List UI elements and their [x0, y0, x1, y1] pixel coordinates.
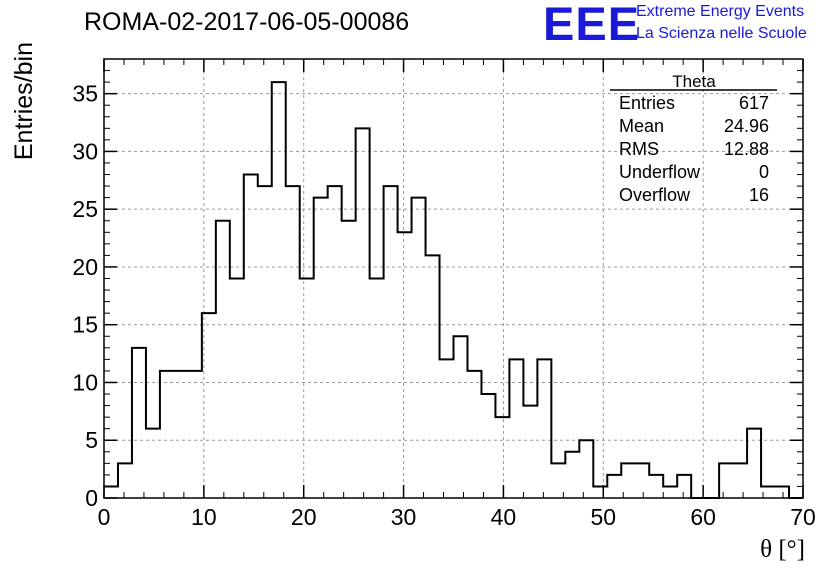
stats-label-underflow: Underflow [619, 162, 701, 182]
histogram-bin [202, 313, 216, 498]
histogram-bin [677, 475, 691, 498]
histogram-bin [733, 463, 747, 498]
histogram-bin [412, 198, 426, 498]
histogram-bin [300, 279, 314, 499]
x-tick-label: 50 [590, 504, 616, 530]
histogram-bin [509, 359, 523, 498]
histogram-bin [328, 186, 342, 498]
y-tick-label: 35 [72, 81, 98, 107]
y-tick-label: 30 [72, 138, 98, 164]
stats-value-overflow: 16 [748, 185, 769, 205]
histogram-bin [258, 186, 272, 498]
x-tick-label: 10 [191, 504, 217, 530]
histogram-bin [523, 406, 537, 498]
stats-value-underflow: 0 [758, 162, 769, 182]
histogram-bin [174, 371, 188, 498]
histogram-bin [467, 371, 481, 498]
histogram-bin [454, 336, 468, 498]
stats-value-mean: 24.96 [723, 116, 769, 136]
y-tick-label: 5 [85, 427, 98, 453]
histogram-bin [188, 371, 202, 498]
stats-label-mean: Mean [619, 116, 665, 136]
histogram-bin [118, 463, 132, 498]
histogram-bin [593, 486, 607, 498]
x-axis-label: θ [°] [760, 536, 805, 563]
histogram-bin [160, 371, 174, 498]
histogram-bin [775, 486, 789, 498]
histogram-bin [495, 417, 509, 498]
histogram-bin [104, 486, 118, 498]
histogram-bin [398, 232, 412, 498]
x-tick-label: 60 [690, 504, 716, 530]
eee-logo: EEE [543, 0, 641, 50]
histogram-bin [216, 221, 230, 498]
histogram-bin [244, 175, 258, 498]
histogram-bin [272, 82, 286, 498]
histogram-bin [370, 279, 384, 499]
histogram-bin [146, 429, 160, 498]
x-tick-label: 30 [391, 504, 417, 530]
histogram-bin [747, 429, 761, 498]
y-tick-label: 25 [72, 196, 98, 222]
histogram-bin [342, 221, 356, 498]
stats-value-rms: 12.88 [723, 139, 769, 159]
histogram-bin [286, 186, 300, 498]
histogram-bin [663, 486, 677, 498]
stats-label-rms: RMS [619, 139, 659, 159]
stats-title: Theta [672, 72, 716, 91]
histogram-bin [426, 255, 440, 498]
histogram-bin [537, 359, 551, 498]
histogram-bin [607, 475, 621, 498]
stats-label-entries: Entries [619, 93, 676, 113]
run-title: ROMA-02-2017-06-05-00086 [84, 8, 410, 36]
histogram-bin [230, 279, 244, 499]
tick-labels: 0 10 20 30 40 50 60 70 0 5 10 15 20 25 30 35 [72, 81, 815, 530]
histogram-bin [635, 463, 649, 498]
stats-value-entries: 617 [738, 93, 769, 113]
histogram-bin [384, 186, 398, 498]
y-axis-label: Entries/bin [10, 42, 38, 160]
x-tick-label: 0 [98, 504, 111, 530]
histogram-bin [314, 198, 328, 498]
histogram-bin [579, 440, 593, 498]
grid-lines [104, 59, 803, 498]
histogram-bin [565, 452, 579, 498]
logo-tagline-2: La Scienza nelle Scuole [636, 25, 807, 42]
histogram-bin [440, 359, 454, 498]
axis-ticks [103, 58, 804, 499]
histogram-bin [649, 475, 663, 498]
x-tick-label: 70 [790, 504, 816, 530]
histogram-bin [356, 128, 370, 498]
histogram-bin [481, 394, 495, 498]
y-tick-label: 20 [72, 254, 98, 280]
x-tick-label: 40 [491, 504, 517, 530]
y-tick-label: 15 [72, 312, 98, 338]
x-tick-label: 20 [291, 504, 317, 530]
histogram-bin [132, 348, 146, 498]
histogram-series [104, 81, 803, 499]
y-tick-label: 0 [85, 485, 98, 511]
histogram-bin [719, 463, 733, 498]
stats-label-overflow: Overflow [619, 185, 691, 205]
logo-tagline-1: Extreme Energy Events [636, 3, 805, 20]
y-tick-label: 10 [72, 369, 98, 395]
histogram-outline [104, 81, 803, 499]
